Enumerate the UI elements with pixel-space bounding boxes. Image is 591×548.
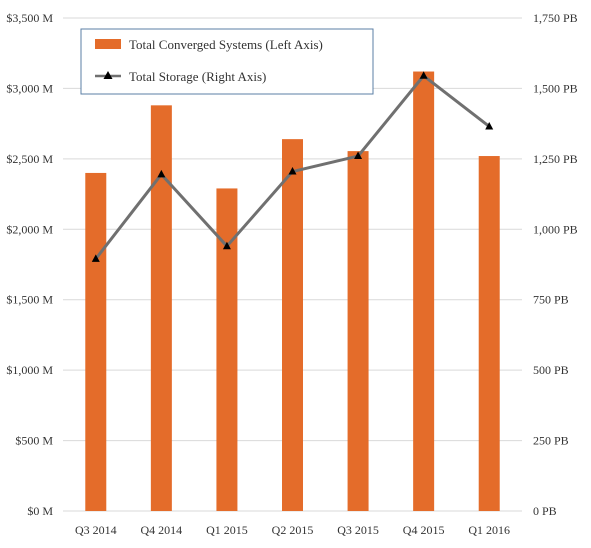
left-axis-tick-label: $3,000 M: [6, 81, 53, 95]
storage-marker-q1-2016: [485, 121, 494, 130]
right-axis-tick-label: 1,750 PB: [533, 11, 578, 25]
bar-q3-2014: [85, 172, 107, 511]
bar-q1-2016: [478, 156, 500, 512]
right-axis-tick-label: 1,250 PB: [533, 152, 578, 166]
storage-marker-q4-2014: [157, 169, 166, 178]
x-axis-tick-label: Q4 2015: [403, 523, 445, 537]
right-axis-tick-label: 250 PB: [533, 434, 569, 448]
right-axis-ticks: 0 PB 250 PB 500 PB 750 PB 1,000 PB 1,250 PB 1,…: [533, 11, 578, 518]
storage-marker-q3-2014: [91, 254, 100, 262]
legend: Total Converged Systems (Left Axis) Tota…: [80, 28, 374, 95]
x-axis-tick-label: Q2 2015: [272, 523, 314, 537]
right-axis-tick-label: 750 PB: [533, 293, 569, 307]
legend-box: [80, 28, 374, 95]
x-axis-tick-label: Q3 2014: [75, 523, 117, 537]
line-series-total-storage: [91, 71, 494, 262]
right-axis-tick-label: 1,500 PB: [533, 81, 578, 95]
left-axis-tick-label: $500 M: [15, 434, 53, 448]
bar-q2-2015: [282, 139, 303, 511]
x-axis-ticks: Q3 2014 Q4 2014 Q1 2015 Q2 2015 Q3 2015 Q4 20…: [75, 523, 510, 537]
bar-series-converged-systems: [85, 71, 500, 512]
legend-line-label: Total Storage (Right Axis): [129, 69, 266, 84]
bar-q4-2015: [413, 71, 435, 512]
storage-marker-q2-2015: [288, 167, 297, 175]
right-axis-tick-label: 1,000 PB: [533, 222, 578, 236]
left-axis-tick-label: $0 M: [27, 504, 53, 518]
left-axis-ticks: $0 M $500 M $1,000 M $1,500 M $2,000 M $2,500…: [6, 11, 53, 518]
legend-bar-label: Total Converged Systems (Left Axis): [129, 37, 323, 52]
x-axis-tick-label: Q1 2016: [468, 523, 510, 537]
storage-marker-q3-2015: [354, 151, 363, 160]
legend-triangle-marker: [103, 71, 113, 79]
left-axis-tick-label: $3,500 M: [6, 11, 53, 25]
left-axis-tick-label: $1,500 M: [6, 293, 53, 307]
bar-q4-2014: [150, 105, 172, 512]
left-axis-tick-label: $2,500 M: [6, 152, 53, 166]
left-axis-tick-label: $1,000 M: [6, 363, 53, 377]
legend-bar-swatch: [95, 39, 121, 49]
x-axis-tick-label: Q4 2014: [141, 523, 183, 537]
bar-q1-2015: [216, 188, 238, 512]
bar-q3-2015: [347, 151, 369, 512]
x-axis-tick-label: Q3 2015: [337, 523, 379, 537]
left-axis-tick-label: $2,000 M: [6, 222, 53, 236]
right-axis-tick-label: 500 PB: [533, 363, 569, 377]
storage-marker-q4-2015: [419, 71, 428, 79]
storage-marker-q1-2015: [222, 241, 231, 250]
right-axis-tick-label: 0 PB: [533, 504, 557, 518]
x-axis-tick-label: Q1 2015: [206, 523, 248, 537]
